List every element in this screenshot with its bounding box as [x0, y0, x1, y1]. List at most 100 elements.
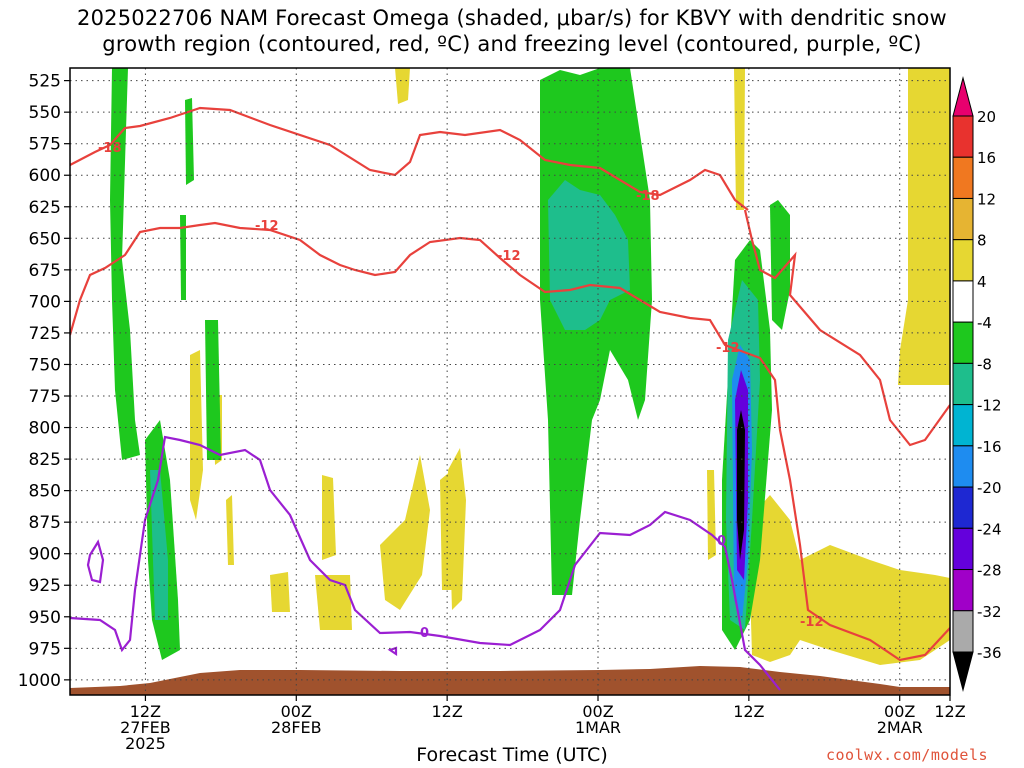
colorbar-label: -36 [977, 644, 1002, 662]
y-tick-label: 800 [29, 419, 61, 439]
ascent-area [540, 68, 652, 595]
dgz-label: -12 [497, 249, 521, 264]
ascent-area [180, 215, 186, 300]
y-axis: 525 550 575 600 625 650 675 700 725 750 775 800 825 8… [18, 72, 70, 691]
y-tick-label: 925 [29, 576, 61, 596]
colorbar-swatch [952, 445, 974, 488]
subsidence-area [448, 448, 466, 610]
dgz-label: -12 [716, 341, 740, 356]
colorbar-label: -12 [977, 397, 1002, 415]
dgz-label: -18 [636, 189, 660, 204]
colorbar-swatch [952, 239, 974, 282]
colorbar-swatch [952, 404, 974, 447]
dgz-label: -18 [98, 141, 122, 156]
x-tick-label: 00Z [281, 702, 312, 721]
x-axis-title: Forecast Time (UTC) [416, 744, 608, 766]
contour-zero-left [86, 539, 105, 584]
colorbar-swatch [952, 486, 974, 529]
ascent-moderate-area [150, 470, 168, 620]
ascent-area [110, 68, 140, 460]
ascent-area [770, 200, 790, 330]
grid-lines [70, 68, 950, 695]
subsidence-area [395, 68, 410, 104]
x-tick-label: 00Z [884, 702, 915, 721]
colorbar-swatch [952, 321, 974, 364]
chart-title-line2: growth region (contoured, red, ºC) and f… [102, 32, 922, 56]
subsidence-area [270, 572, 290, 612]
subsidence-area [748, 495, 950, 665]
subsidence-area [322, 475, 336, 560]
x-tick-label: 28FEB [271, 718, 322, 737]
subsidence-area [315, 575, 352, 630]
y-tick-label: 825 [29, 450, 61, 470]
contour-minus12-upper [743, 209, 950, 447]
y-tick-label: 625 [29, 198, 61, 218]
x-tick-label: 27FEB [120, 718, 171, 737]
ascent-extreme-area [737, 410, 745, 560]
y-tick-label: 950 [29, 608, 61, 628]
subsidence-area [380, 455, 430, 610]
colorbar-label: 12 [977, 190, 996, 208]
y-tick-label: 975 [29, 639, 61, 659]
contour-minus12 [70, 221, 950, 662]
plot-frame [69, 67, 951, 696]
colorbar-swatch [952, 115, 974, 158]
colorbar-legend: 20 16 12 8 4 -4 -8 -12 -16 -20 -24 -28 -32 -36 [952, 76, 1002, 692]
y-tick-label: 875 [29, 513, 61, 533]
colorbar-swatch [952, 197, 974, 241]
freezing-label: 0 [420, 626, 429, 641]
ascent-moderate-area [548, 180, 630, 330]
terrain [70, 666, 950, 695]
plot-area: -18 -12 -12 -18 -12 -12 0 0 [70, 68, 950, 695]
x-tick-label: 12Z [130, 702, 161, 721]
y-tick-label: 1000 [18, 671, 61, 691]
colorbar-swatch [952, 156, 974, 199]
colorbar-label: -8 [977, 355, 992, 373]
y-tick-label: 775 [29, 387, 61, 407]
colorbar-label: -32 [977, 603, 1002, 621]
colorbar-swatch [952, 76, 974, 117]
dgz-contours [70, 106, 950, 662]
colorbar-label: 16 [977, 149, 996, 167]
x-tick-label: 00Z [582, 702, 613, 721]
chart-title-line1: 2025022706 NAM Forecast Omega (shaded, μ… [77, 6, 947, 30]
colorbar-label: -4 [977, 314, 992, 332]
subsidence-area [898, 68, 950, 385]
colorbar-label: 8 [977, 232, 987, 250]
y-tick-label: 575 [29, 135, 61, 155]
colorbar-swatch [952, 569, 974, 612]
y-tick-label: 850 [29, 482, 61, 502]
colorbar-label: -24 [977, 520, 1002, 538]
freezing-level-contours [70, 435, 781, 691]
subsidence-area [190, 350, 203, 520]
subsidence-area [734, 68, 745, 210]
colorbar-label: -28 [977, 562, 1002, 580]
colorbar-swatch [952, 610, 974, 653]
ascent-area [205, 320, 221, 460]
colorbar-swatch [952, 280, 974, 323]
x-tick-label: 12Z [733, 702, 764, 721]
y-tick-label: 550 [29, 103, 61, 123]
dgz-label: -12 [255, 219, 279, 234]
subsidence-area [226, 495, 234, 565]
x-tick-label: 2MAR [877, 718, 923, 737]
freezing-label: 0 [717, 534, 726, 549]
y-tick-label: 600 [29, 166, 61, 186]
ascent-area [185, 98, 194, 185]
subsidence-area [707, 470, 716, 560]
colorbar-label: -20 [977, 479, 1002, 497]
credit-link[interactable]: coolwx.com/models [826, 746, 989, 764]
contour-minus18 [70, 106, 749, 211]
colorbar-label: -16 [977, 438, 1002, 456]
dgz-label: -12 [800, 615, 824, 630]
contour-zero-small [387, 646, 398, 657]
y-tick-label: 750 [29, 355, 61, 375]
colorbar-label: 4 [977, 273, 987, 291]
colorbar-swatch [952, 527, 974, 571]
x-tick-label: 12Z [934, 702, 965, 721]
y-tick-label: 675 [29, 261, 61, 281]
contour-zero [70, 435, 781, 691]
x-tick-label: 12Z [431, 702, 462, 721]
colorbar-label: 20 [977, 108, 996, 126]
